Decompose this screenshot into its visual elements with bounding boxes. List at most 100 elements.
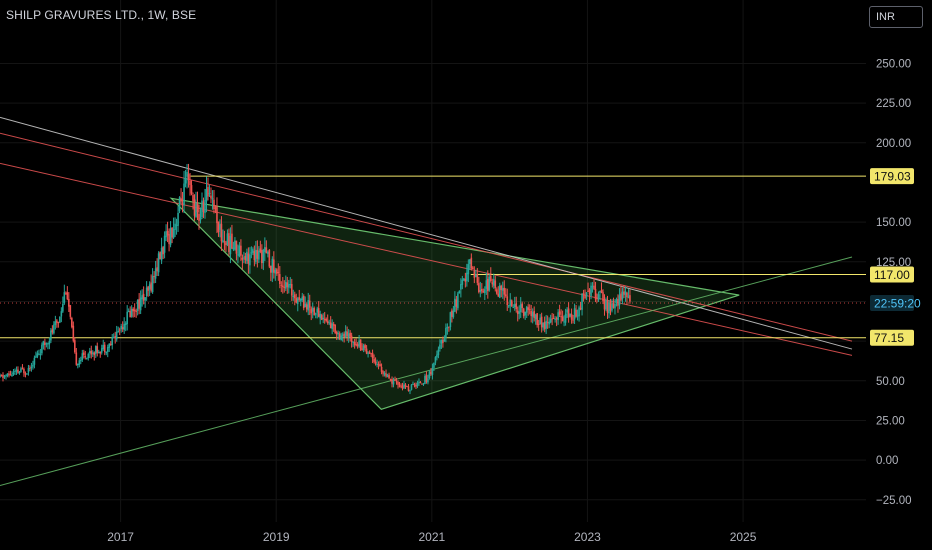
- candle-body: [9, 374, 12, 376]
- candle-body: [298, 297, 301, 300]
- candle-body: [489, 275, 492, 281]
- countdown-label: 22:59:20: [874, 297, 921, 311]
- candle-body: [422, 383, 425, 385]
- candle-body: [41, 344, 43, 354]
- candle-body: [478, 283, 480, 293]
- candle-body: [273, 259, 275, 273]
- candle-body: [454, 298, 456, 312]
- candle-body: [274, 269, 277, 274]
- candle-body: [141, 295, 143, 300]
- candle-body: [282, 285, 284, 287]
- candle-body: [347, 333, 350, 338]
- candle-body: [557, 312, 559, 321]
- candle-body: [196, 203, 199, 213]
- candle-body: [329, 322, 332, 329]
- candle-body: [258, 250, 260, 260]
- candle-body: [184, 177, 187, 184]
- candle-body: [335, 331, 338, 335]
- candle-body: [208, 193, 211, 195]
- candle-body: [85, 357, 88, 359]
- candle-body: [213, 199, 215, 209]
- candle-body: [15, 369, 18, 372]
- candle-body: [60, 311, 63, 317]
- candle-body: [322, 317, 325, 320]
- candle-body: [304, 303, 307, 308]
- candle-body: [66, 292, 69, 300]
- candle-body: [560, 316, 562, 318]
- candle-body: [596, 298, 598, 300]
- candle-body: [629, 295, 631, 302]
- candle-body: [148, 284, 151, 290]
- price-level-badge: [870, 266, 914, 283]
- candle-body: [549, 318, 552, 323]
- x-tick-label: 2025: [730, 530, 757, 544]
- candle-body: [385, 373, 387, 377]
- candle-body: [370, 353, 372, 355]
- candle-body: [536, 313, 538, 326]
- candle-body: [617, 298, 619, 306]
- candle-body: [542, 322, 544, 328]
- candle-body: [537, 323, 540, 325]
- candle-body: [415, 384, 417, 387]
- candle-body: [602, 292, 604, 302]
- candle-body: [259, 248, 262, 252]
- candle-body: [35, 356, 37, 358]
- candle-body: [100, 348, 103, 353]
- candle-body: [605, 300, 607, 310]
- currency-button[interactable]: INR: [869, 6, 923, 28]
- candle-body: [558, 311, 561, 315]
- candle-body: [389, 379, 392, 381]
- x-tick-label: 2019: [263, 530, 290, 544]
- candle-body: [504, 294, 507, 296]
- candle-body: [109, 343, 112, 345]
- candle-body: [175, 224, 178, 226]
- candle-body: [261, 250, 263, 264]
- candle-body: [45, 343, 48, 345]
- candle-body: [8, 373, 10, 375]
- candle-body: [30, 366, 33, 369]
- candle-body: [497, 293, 500, 297]
- candle-body: [311, 307, 314, 312]
- candle-body: [382, 371, 384, 374]
- candle-body: [27, 368, 30, 373]
- candle-body: [219, 224, 221, 230]
- candle-body: [394, 379, 396, 381]
- candle-body: [78, 360, 81, 365]
- candle-body: [276, 269, 278, 274]
- candle-body: [50, 330, 52, 341]
- candle-body: [501, 288, 504, 291]
- candle-body: [424, 375, 426, 384]
- candle-body: [51, 329, 54, 333]
- candle-body: [528, 309, 531, 311]
- candle-body: [255, 249, 257, 262]
- candle-body: [80, 359, 82, 361]
- candle-body: [14, 371, 16, 373]
- candle-body: [243, 257, 245, 259]
- candle-body: [469, 259, 471, 264]
- candle-body: [186, 172, 188, 177]
- candle-body: [165, 231, 167, 238]
- candle-body: [234, 240, 236, 250]
- candle-body: [355, 344, 357, 346]
- candle-body: [6, 373, 9, 376]
- candle-body: [620, 293, 622, 301]
- candle-body: [419, 381, 422, 384]
- y-tick-label: 0.00: [876, 455, 898, 467]
- candle-body: [72, 325, 75, 341]
- candle-body: [325, 318, 327, 321]
- candle-body: [358, 340, 360, 347]
- candle-body: [545, 320, 547, 329]
- candle-body: [99, 351, 102, 354]
- price-level-badge: [870, 329, 914, 346]
- candle-body: [240, 245, 242, 256]
- candle-body: [253, 251, 256, 261]
- candle-body: [416, 382, 419, 387]
- candle-body: [337, 333, 339, 335]
- candle-body: [373, 358, 375, 362]
- candle-body: [365, 348, 368, 354]
- candle-body: [546, 322, 549, 324]
- candle-body: [626, 292, 628, 298]
- candle-body: [42, 341, 45, 346]
- candle-body: [225, 242, 227, 246]
